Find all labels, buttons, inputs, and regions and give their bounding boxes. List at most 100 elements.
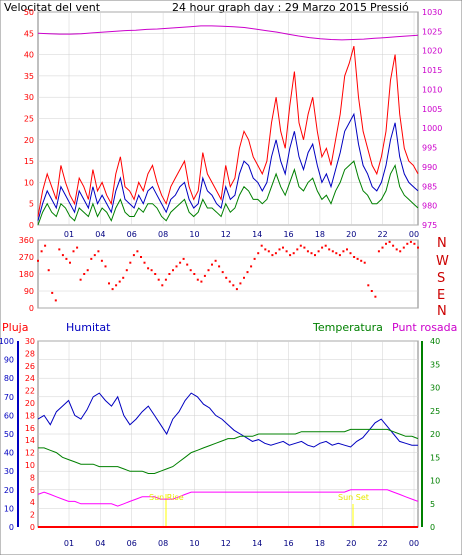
direction-point — [232, 284, 235, 287]
direction-point — [157, 278, 160, 281]
direction-point — [189, 269, 192, 272]
direction-y-tick: 90 — [24, 287, 34, 296]
humidity-y-tick: 80 — [4, 374, 14, 383]
pressure-y-tick: 1005 — [422, 105, 442, 114]
direction-point — [392, 244, 395, 247]
direction-point — [328, 248, 331, 251]
direction-point — [278, 248, 281, 251]
direction-point — [97, 250, 100, 253]
direction-point — [246, 271, 249, 274]
direction-label-s: S — [437, 271, 445, 286]
humidity-y-tick: 70 — [4, 393, 14, 402]
direction-point — [196, 278, 199, 281]
direction-y-tick: 360 — [19, 236, 34, 245]
direction-point — [285, 250, 288, 253]
direction-point — [235, 288, 238, 291]
direction-point — [282, 246, 284, 249]
direction-point — [214, 259, 217, 262]
direction-point — [161, 284, 164, 287]
direction-point — [264, 248, 267, 251]
top-x-tick: 22 — [378, 230, 388, 239]
rain-y-tick: 24 — [25, 374, 35, 383]
temperature-y-tick: 5 — [430, 500, 435, 509]
direction-points — [37, 240, 419, 302]
direction-point — [360, 259, 363, 262]
humidity-y-tick: 100 — [0, 337, 14, 346]
direction-point — [147, 267, 150, 270]
wind-y-tick: 45 — [24, 29, 34, 38]
direction-point — [218, 265, 221, 268]
rain-y-tick: 20 — [25, 399, 35, 408]
humidity-y-tick: 30 — [4, 467, 14, 476]
top-x-axis: 01 04 06 08 10 12 14 16 18 20 22 00 — [64, 230, 419, 239]
direction-point — [76, 246, 79, 249]
sun-rise-label: Sun Rise — [149, 493, 184, 502]
direction-y-axis: 360 270 180 90 0 — [19, 236, 34, 313]
pressure-y-tick: 995 — [422, 144, 437, 153]
direction-point — [303, 246, 306, 249]
direction-point — [168, 273, 171, 275]
top-x-tick: 06 — [127, 230, 137, 239]
temperature-y-tick: 25 — [430, 407, 440, 416]
rain-y-tick: 2 — [30, 511, 35, 520]
direction-point — [186, 263, 189, 266]
sun-set-label: Sun Set — [338, 493, 369, 502]
top-x-tick: 16 — [283, 230, 293, 239]
direction-point — [193, 273, 196, 275]
temperature-y-tick: 20 — [430, 430, 440, 439]
rain-y-tick: 12 — [25, 449, 35, 458]
direction-point — [271, 254, 274, 257]
humidity-y-axis: 0 10 20 30 40 50 60 70 80 90 100 — [0, 337, 19, 532]
wind-y-tick: 5 — [29, 200, 34, 209]
wind-grid — [38, 11, 418, 226]
wind-y-tick: 30 — [24, 93, 34, 102]
temperature-y-axis: 0 5 10 15 20 25 30 35 40 — [421, 337, 440, 532]
temperature-y-tick: 40 — [430, 337, 440, 346]
humidity-y-tick: 50 — [4, 430, 14, 439]
direction-point — [37, 259, 39, 262]
bottom-series — [37, 392, 419, 528]
bottom-x-tick: 20 — [346, 539, 356, 548]
direction-point — [267, 250, 270, 253]
wind-y-tick: 0 — [29, 221, 34, 230]
direction-point — [221, 271, 224, 274]
direction-point — [47, 269, 50, 272]
direction-point — [353, 256, 356, 258]
direction-point — [399, 250, 402, 253]
rain-y-tick: 16 — [25, 424, 35, 433]
direction-point — [122, 276, 125, 279]
direction-point — [58, 248, 61, 251]
temperature-y-tick: 30 — [430, 384, 440, 393]
wind-y-tick: 10 — [24, 178, 34, 187]
wind-line-1 — [37, 112, 419, 221]
rain-y-tick: 10 — [25, 461, 35, 470]
direction-point — [104, 265, 107, 268]
top-x-tick: 20 — [346, 230, 356, 239]
rain-y-tick: 0 — [30, 523, 35, 532]
wind-speed-title: Velocitat del vent — [4, 1, 101, 14]
pressure-y-axis: 975 980 985 990 995 1000 1005 1010 1015 1020 1025 1… — [422, 8, 442, 230]
pressure-y-tick: 1020 — [422, 47, 442, 56]
direction-point — [136, 250, 139, 253]
wind-y-tick: 25 — [24, 115, 34, 124]
direction-point — [175, 265, 178, 268]
temperature-title: Temperatura — [312, 321, 383, 334]
wind-y-tick: 20 — [24, 136, 34, 145]
direction-point — [154, 273, 157, 275]
bottom-grid — [38, 340, 418, 528]
top-x-tick: 10 — [189, 230, 199, 239]
top-x-tick: 18 — [315, 230, 325, 239]
direction-point — [143, 261, 146, 264]
wind-line-2 — [37, 160, 419, 226]
wind-line-0 — [37, 45, 419, 217]
temperature-y-tick: 0 — [430, 523, 435, 532]
direction-point — [140, 256, 142, 258]
pressure-y-tick: 980 — [422, 202, 437, 211]
top-x-tick: 08 — [158, 230, 168, 239]
direction-point — [342, 250, 345, 253]
humidity-y-tick: 40 — [4, 449, 14, 458]
direction-point — [211, 263, 213, 266]
direction-point — [292, 252, 295, 255]
